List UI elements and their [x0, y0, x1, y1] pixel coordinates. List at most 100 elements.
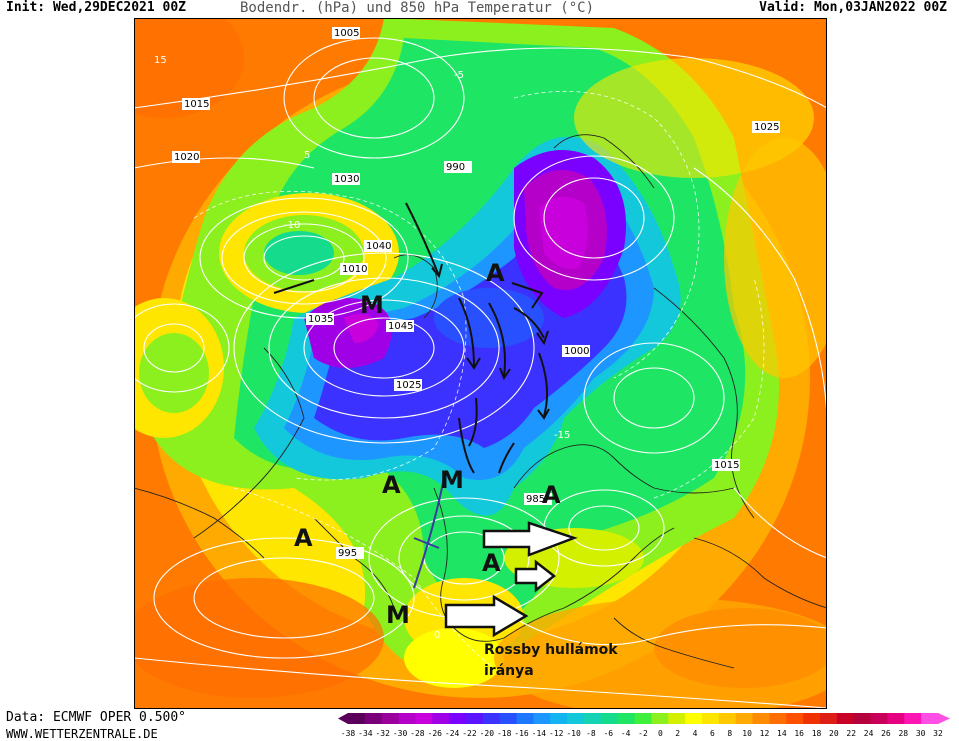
colorbar-swatch [398, 713, 416, 724]
colorbar-tick-label: 18 [812, 729, 822, 738]
colorbar-tick-label: -8 [586, 729, 596, 738]
website-credit: WWW.WETTERZENTRALE.DE [6, 727, 158, 741]
colorbar-swatch [651, 713, 669, 724]
low-pressure-symbol: M [440, 466, 464, 494]
isobar-label: 1015 [714, 460, 739, 471]
high-pressure-symbol: A [542, 481, 561, 509]
colorbar-tick-label: 24 [864, 729, 874, 738]
high-pressure-symbol: A [294, 524, 313, 552]
colorbar-swatch [769, 713, 787, 724]
isobar-label: 990 [446, 162, 465, 173]
colorbar-tick-label: -22 [462, 729, 477, 738]
colorbar-tick-label: -26 [428, 729, 443, 738]
low-pressure-symbol: M [360, 291, 384, 319]
colorbar-swatch [870, 713, 888, 724]
colorbar-swatch [482, 713, 501, 724]
colorbar-tick-label: 28 [898, 729, 908, 738]
colorbar-swatch [735, 713, 754, 724]
isobar-label: 1035 [308, 314, 333, 325]
low-pressure-symbol: M [386, 601, 410, 629]
isobar-label: 1005 [334, 28, 359, 39]
rossby-annotation-line1: Rossby hullámok [484, 642, 618, 658]
colorbar-tick-label: 12 [760, 729, 770, 738]
isobar-label: 1045 [388, 321, 413, 332]
colorbar-swatch [449, 713, 467, 724]
colorbar-tick-label: -30 [393, 729, 408, 738]
colorbar-tick-label: 22 [846, 729, 856, 738]
colorbar-tick-label: -38 [341, 729, 356, 738]
colorbar-tick-label: 4 [693, 729, 698, 738]
colorbar-swatch [516, 713, 534, 724]
isobar-label: 1040 [366, 241, 391, 252]
colorbar-swatch [786, 713, 804, 724]
colorbar-tick-label: -12 [549, 729, 564, 738]
colorbar-tick-label: 8 [727, 729, 732, 738]
colorbar-tick-label: 32 [933, 729, 943, 738]
colorbar-swatch [533, 713, 551, 724]
colorbar-swatch [550, 713, 568, 724]
colorbar-swatch [584, 713, 602, 724]
isobar-label: 1000 [564, 346, 589, 357]
colorbar-tick-label: -20 [480, 729, 495, 738]
temperature-label: 15 [154, 55, 167, 66]
colorbar-tick-label: -14 [532, 729, 547, 738]
colorbar-swatch [836, 713, 855, 724]
isobar-label: 1020 [174, 152, 199, 163]
colorbar-swatch [415, 713, 433, 724]
colorbar-swatch [348, 713, 366, 724]
colorbar-swatch [466, 713, 484, 724]
colorbar-swatch [820, 713, 838, 724]
temperature-label: 0 [434, 630, 440, 641]
temperature-label: -5 [454, 70, 464, 81]
map-title: Bodendr. (hPa) und 850 hPa Temperatur (°… [240, 0, 595, 16]
temperature-colorbar: -38 -34 -32 -30 -28 -26 -24 -22 -20 -18 -16 -14 -12-… [338, 713, 950, 738]
colorbar-arrow-right [938, 713, 950, 724]
colorbar-tick-label: -2 [638, 729, 648, 738]
isobar-label: 1025 [396, 380, 421, 391]
colorbar-tick-label: -6 [603, 729, 613, 738]
colorbar-swatch [381, 713, 400, 724]
init-time: Init: Wed,29DEC2021 00Z [6, 0, 187, 15]
colorbar-tick-label: -16 [514, 729, 529, 738]
colorbar-tick-label: 6 [710, 729, 715, 738]
temperature-label: 5 [304, 150, 310, 161]
colorbar-swatch [803, 713, 821, 724]
colorbar-tick-label: 2 [675, 729, 680, 738]
colorbar-swatch [617, 713, 636, 724]
colorbar-swatch [853, 713, 872, 724]
isobar-label: 1030 [334, 174, 359, 185]
colorbar-swatch [364, 713, 383, 724]
colorbar-swatch [600, 713, 619, 724]
isobar-label: 1010 [342, 264, 367, 275]
colorbar-tick-label: -10 [566, 729, 581, 738]
colorbar-swatch [752, 713, 770, 724]
colorbar-tick-label: 14 [777, 729, 787, 738]
colorbar-swatch [685, 713, 703, 724]
colorbar-swatch [668, 713, 686, 724]
temperature-label: -10 [284, 220, 300, 231]
colorbar-tick-label: -32 [375, 729, 390, 738]
colorbar-swatch [432, 713, 450, 724]
colorbar-swatch [904, 713, 922, 724]
colorbar-swatch [887, 713, 905, 724]
high-pressure-symbol: A [482, 549, 501, 577]
colorbar-swatch [718, 713, 737, 724]
isobar-label: 985 [526, 494, 545, 505]
data-source: Data: ECMWF OPER 0.500° [6, 710, 187, 725]
isobar-label: 1015 [184, 99, 209, 110]
colorbar-tick-label: 0 [658, 729, 663, 738]
high-pressure-symbol: A [486, 259, 505, 287]
rossby-annotation-line2: iránya [484, 663, 534, 679]
high-pressure-symbol: A [382, 471, 401, 499]
colorbar-swatch [921, 713, 939, 724]
colorbar-tick-label: 30 [916, 729, 926, 738]
colorbar-tick-label: 16 [794, 729, 804, 738]
colorbar-tick-label: 20 [829, 729, 839, 738]
temperature-label: -15 [554, 430, 570, 441]
colorbar-tick-label: -34 [358, 729, 373, 738]
colorbar-tick-label: 26 [881, 729, 891, 738]
weather-map: 1005 1015 1020 1030 1040 1010 1035 1045 … [134, 18, 827, 709]
valid-time: Valid: Mon,03JAN2022 00Z [759, 0, 947, 15]
colorbar-arrow-left [338, 713, 348, 724]
isobar-label: 1025 [754, 122, 779, 133]
